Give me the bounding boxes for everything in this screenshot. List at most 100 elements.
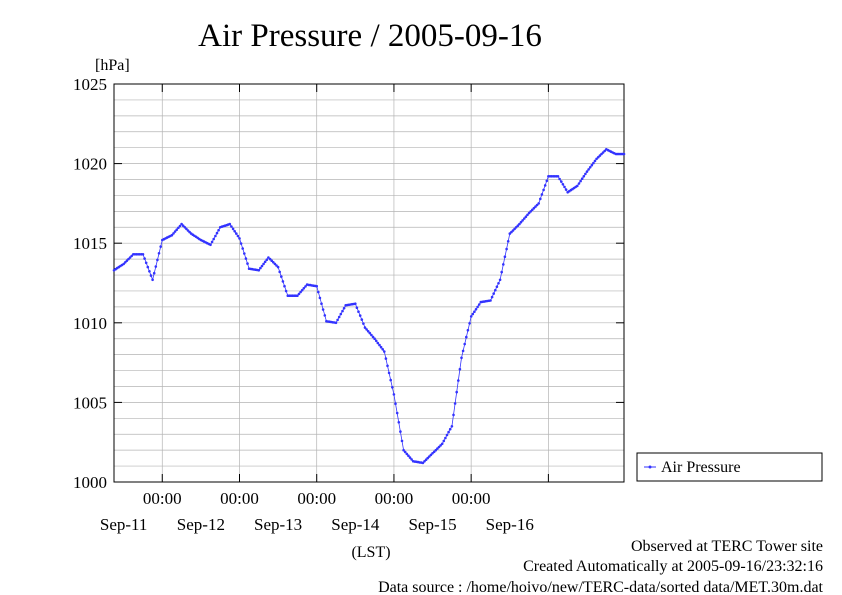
x-date-label: Sep-12 — [177, 515, 225, 534]
legend-marker-icon — [648, 465, 652, 469]
data-point — [597, 155, 600, 159]
data-point — [431, 452, 434, 455]
data-point — [428, 455, 431, 458]
data-point — [259, 266, 262, 270]
data-point — [260, 264, 264, 268]
data-point — [598, 154, 602, 157]
data-point — [461, 349, 465, 353]
data-point — [421, 461, 425, 465]
data-point — [395, 411, 399, 415]
footer-source: Data source : /home/hoivo/new/TERC-data/… — [378, 579, 823, 595]
data-point — [272, 261, 275, 264]
data-point — [141, 253, 145, 256]
data-point — [180, 222, 183, 226]
data-point — [368, 331, 372, 335]
y-axis: 1000 1005 1010 1015 1020 1025 — [73, 75, 624, 492]
air-pressure-line — [113, 148, 624, 464]
data-point — [510, 230, 513, 234]
data-point — [239, 242, 243, 245]
plot-frame — [113, 83, 625, 483]
data-point — [539, 197, 542, 201]
data-point — [448, 427, 452, 431]
data-point — [257, 269, 261, 272]
x-date-label: Sep-14 — [331, 515, 380, 534]
data-point — [302, 287, 306, 290]
data-point — [489, 299, 492, 302]
x-date-label: Sep-15 — [408, 515, 456, 534]
data-point — [212, 237, 215, 241]
data-point — [518, 222, 521, 226]
data-point — [154, 265, 158, 268]
data-point — [157, 252, 161, 255]
x-date-label: Sep-11 — [100, 515, 148, 534]
y-tick-label: 1000 — [73, 473, 107, 492]
data-point — [410, 458, 413, 461]
data-point — [358, 314, 362, 317]
data-point — [238, 237, 241, 240]
data-point — [529, 210, 532, 213]
data-point — [537, 202, 540, 205]
data-point — [514, 226, 518, 229]
data-point — [603, 149, 606, 153]
data-point — [593, 159, 597, 163]
data-point — [513, 227, 516, 231]
data-point — [383, 350, 386, 353]
data-point — [563, 185, 566, 189]
data-point — [579, 179, 582, 183]
data-point — [405, 452, 409, 456]
x-axis: 00:00 00:00 00:00 00:00 00:00 Sep-11 Sep-12 Sep… — [100, 84, 549, 534]
data-point — [429, 453, 433, 457]
data-point — [450, 425, 454, 428]
data-point — [151, 278, 154, 282]
data-point — [186, 229, 190, 232]
data-point — [391, 386, 394, 389]
data-point — [233, 230, 236, 233]
data-point — [502, 263, 505, 266]
data-point — [339, 312, 343, 316]
y-tick-label: 1005 — [73, 393, 107, 412]
y-tick-label: 1015 — [73, 234, 107, 253]
x-time-label: 00:00 — [452, 489, 491, 508]
data-point — [457, 379, 460, 382]
data-point — [492, 292, 496, 295]
data-point — [505, 247, 508, 251]
data-point — [463, 342, 467, 346]
data-point — [215, 231, 219, 235]
data-point — [241, 247, 244, 250]
x-axis-label: (LST) — [351, 544, 390, 561]
data-point — [156, 258, 159, 262]
data-point — [437, 445, 441, 449]
data-point — [622, 152, 626, 156]
data-point — [235, 232, 238, 235]
data-point — [262, 262, 265, 266]
data-point — [263, 260, 267, 264]
data-point — [270, 259, 274, 263]
data-point — [519, 220, 523, 224]
data-point — [334, 321, 338, 325]
data-point — [397, 421, 401, 424]
data-point — [214, 234, 217, 238]
data-point — [378, 343, 381, 347]
y-tick-label: 1010 — [73, 314, 107, 333]
data-point — [595, 157, 598, 161]
data-point — [178, 224, 182, 228]
data-point — [432, 450, 436, 454]
data-point — [146, 265, 150, 269]
data-point — [577, 182, 581, 185]
data-point — [477, 303, 481, 306]
data-point — [476, 305, 479, 309]
data-point — [503, 255, 507, 258]
data-point — [243, 252, 246, 255]
data-point — [403, 450, 407, 454]
data-point — [535, 203, 539, 207]
y-axis-unit-label: [hPa] — [95, 57, 130, 74]
x-time-label: 00:00 — [375, 489, 414, 508]
data-point — [374, 339, 378, 343]
data-point — [321, 308, 325, 311]
data-point — [315, 284, 319, 288]
data-point — [318, 296, 322, 300]
data-point — [379, 345, 383, 349]
data-point — [177, 226, 180, 230]
data-point — [453, 402, 457, 405]
data-point — [527, 211, 531, 215]
